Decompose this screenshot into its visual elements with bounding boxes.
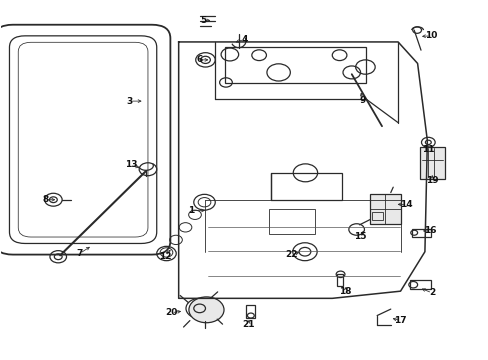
- Text: 6: 6: [196, 55, 203, 64]
- Bar: [224, 47, 366, 83]
- FancyBboxPatch shape: [18, 42, 148, 237]
- Text: 7: 7: [76, 249, 82, 258]
- Bar: [336, 274, 343, 286]
- Text: 12: 12: [159, 252, 171, 261]
- Bar: [268, 209, 315, 234]
- Text: 15: 15: [354, 232, 366, 241]
- Text: 11: 11: [421, 145, 433, 154]
- Text: 18: 18: [338, 287, 350, 296]
- Text: 21: 21: [242, 320, 254, 329]
- Bar: [419, 147, 445, 179]
- Text: 8: 8: [42, 195, 49, 204]
- Bar: [371, 212, 382, 220]
- Text: 5: 5: [200, 16, 206, 25]
- FancyBboxPatch shape: [9, 36, 157, 243]
- FancyBboxPatch shape: [0, 25, 170, 255]
- Text: 2: 2: [428, 288, 434, 297]
- Text: 10: 10: [424, 31, 436, 40]
- Bar: [271, 173, 341, 200]
- Text: 13: 13: [125, 161, 137, 170]
- Bar: [369, 194, 400, 224]
- Text: 9: 9: [359, 96, 365, 105]
- Bar: [411, 229, 430, 237]
- Bar: [409, 280, 430, 289]
- Circle shape: [188, 297, 224, 323]
- Text: 4: 4: [241, 35, 247, 44]
- Text: 20: 20: [165, 308, 177, 317]
- Text: 14: 14: [399, 200, 412, 209]
- Text: 1: 1: [187, 206, 194, 215]
- Bar: [246, 305, 255, 318]
- Text: 19: 19: [425, 176, 438, 185]
- Text: 16: 16: [424, 226, 436, 235]
- Text: 22: 22: [285, 250, 297, 259]
- Text: 3: 3: [126, 96, 133, 105]
- Text: 17: 17: [393, 316, 406, 325]
